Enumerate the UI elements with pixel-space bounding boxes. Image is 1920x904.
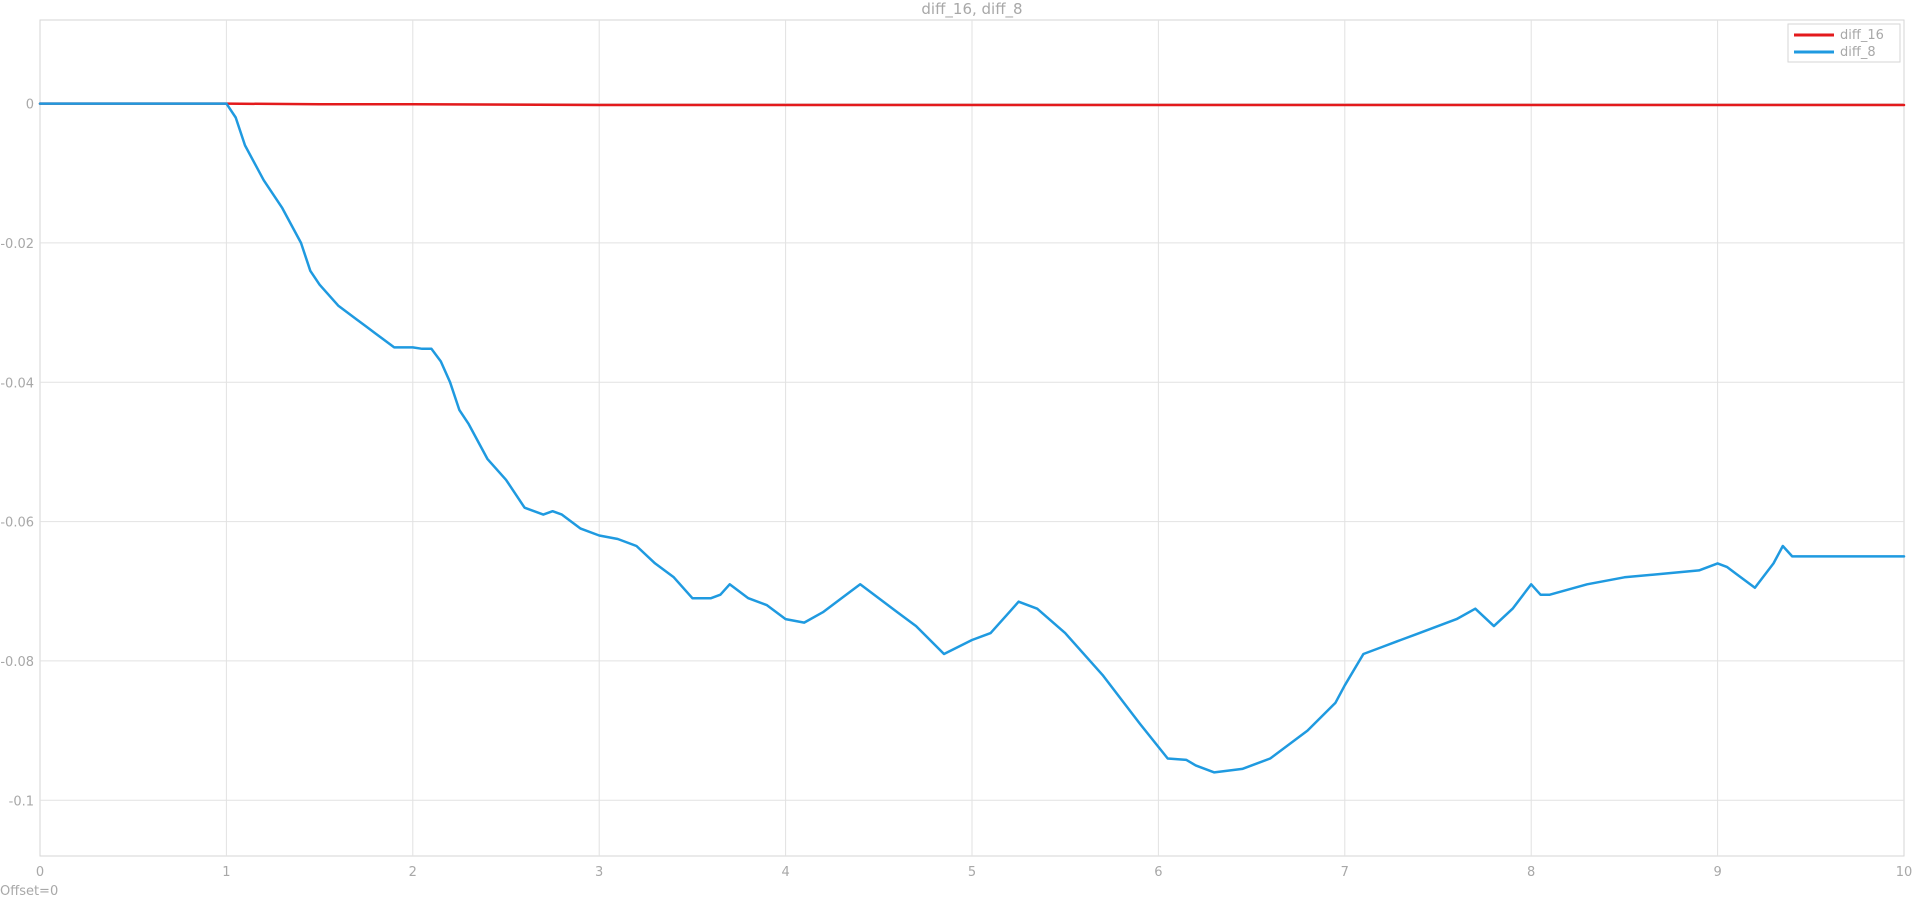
y-tick-label: 0: [26, 98, 34, 113]
x-tick-label: 0: [36, 865, 44, 880]
y-tick-label: -0.1: [9, 794, 34, 809]
x-tick-label: 9: [1713, 865, 1721, 880]
legend-box: [1787, 23, 1901, 63]
x-tick-label: 10: [1896, 865, 1913, 880]
legend-label-diff-8: diff_8: [1840, 45, 1876, 60]
y-tick-label: -0.02: [0, 237, 34, 252]
x-tick-label: 6: [1154, 865, 1162, 880]
y-tick-label: -0.04: [0, 376, 34, 391]
legend: diff_16 diff_8: [1787, 23, 1901, 63]
x-tick-label: 2: [409, 865, 417, 880]
x-tick-label: 8: [1527, 865, 1535, 880]
series-line-diff-8: [38, 102, 1906, 774]
x-tick-label: 7: [1341, 865, 1349, 880]
y-tick-label: -0.08: [0, 655, 34, 670]
x-axis-ticks: 0 1 2 3 4 5 6 7 8 9 10: [36, 865, 1912, 880]
x-tick-label: 1: [222, 865, 230, 880]
series-lines: [38, 102, 1906, 774]
offset-label: Offset=0: [0, 884, 59, 899]
x-tick-label: 4: [781, 865, 789, 880]
x-tick-label: 5: [968, 865, 976, 880]
series-line-diff-16: [38, 102, 1906, 107]
y-axis-ticks: 0 -0.02 -0.04 -0.06 -0.08 -0.1: [0, 98, 34, 810]
chart-title: diff_16, diff_8: [921, 0, 1022, 19]
x-tick-label: 3: [595, 865, 603, 880]
legend-label-diff-16: diff_16: [1840, 28, 1884, 43]
y-tick-label: -0.06: [0, 516, 34, 531]
